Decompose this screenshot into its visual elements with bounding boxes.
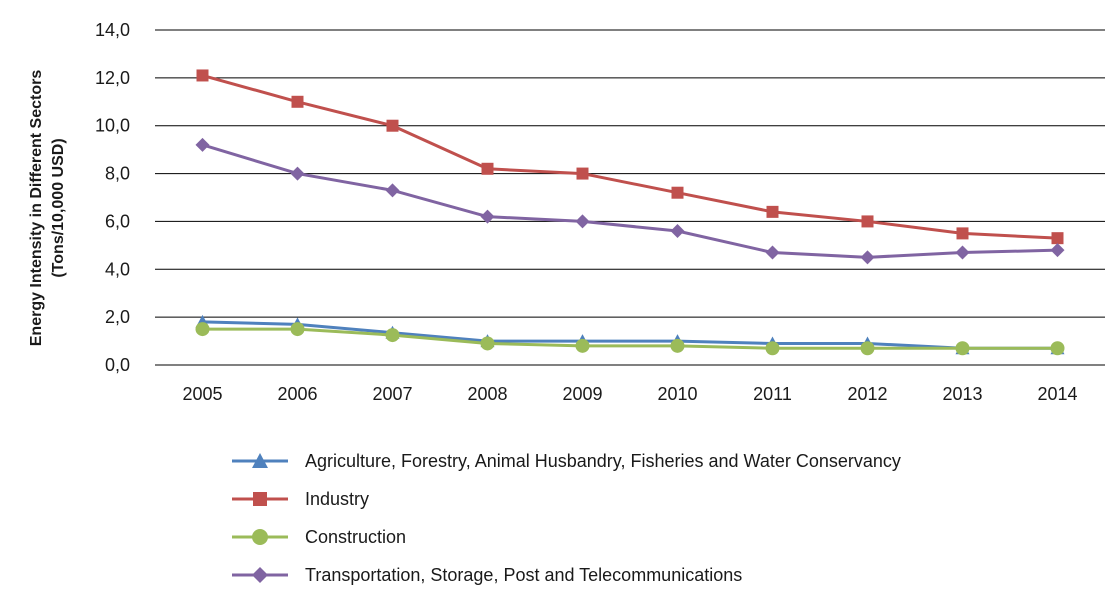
data-point bbox=[860, 250, 875, 265]
y-tick-label: 8,0 bbox=[105, 164, 130, 184]
data-point bbox=[290, 322, 305, 337]
legend-label: Agriculture, Forestry, Animal Husbandry,… bbox=[305, 451, 901, 471]
series-line bbox=[202, 320, 1058, 350]
legend-item: Agriculture, Forestry, Animal Husbandry,… bbox=[232, 451, 901, 471]
y-axis-title-line1: Energy Intensity in Different Sectors bbox=[28, 70, 45, 347]
x-tick-label: 2007 bbox=[372, 384, 412, 404]
data-point bbox=[195, 322, 210, 337]
x-tick-label: 2005 bbox=[182, 384, 222, 404]
data-point bbox=[385, 183, 400, 198]
legend-item: Industry bbox=[232, 489, 369, 509]
series-circle bbox=[195, 322, 1065, 356]
legend-label: Construction bbox=[305, 527, 406, 547]
legend-marker bbox=[253, 492, 267, 506]
data-point bbox=[576, 167, 589, 180]
series-diamond bbox=[195, 137, 1065, 265]
data-point bbox=[196, 69, 209, 82]
y-tick-label: 6,0 bbox=[105, 211, 130, 231]
data-point bbox=[765, 245, 780, 260]
legend-item: Construction bbox=[232, 527, 406, 547]
y-axis-title-line2: (Tons/10,000 USD) bbox=[50, 138, 67, 277]
data-point bbox=[195, 137, 210, 152]
data-point bbox=[1050, 243, 1065, 258]
data-point bbox=[480, 209, 495, 224]
series-line bbox=[202, 327, 1058, 350]
y-tick-label: 2,0 bbox=[105, 307, 130, 327]
legend-label: Industry bbox=[305, 489, 369, 509]
series-square bbox=[196, 69, 1064, 245]
y-tick-label: 0,0 bbox=[105, 355, 130, 375]
data-point bbox=[670, 338, 685, 353]
x-tick-label: 2012 bbox=[847, 384, 887, 404]
x-tick-label: 2014 bbox=[1037, 384, 1077, 404]
data-point bbox=[955, 245, 970, 260]
data-point bbox=[1050, 341, 1065, 356]
data-point bbox=[386, 119, 399, 132]
x-tick-label: 2011 bbox=[753, 384, 792, 404]
data-point bbox=[671, 186, 684, 199]
data-point bbox=[291, 95, 304, 108]
data-point bbox=[766, 205, 779, 218]
series-line bbox=[202, 74, 1058, 240]
legend-marker bbox=[252, 567, 268, 583]
y-axis-ticks: 0,0 2,0 4,0 6,0 8,0 10,0 12,0 14,0 bbox=[95, 20, 130, 375]
legend-label: Transportation, Storage, Post and Teleco… bbox=[305, 565, 742, 585]
x-tick-label: 2009 bbox=[562, 384, 602, 404]
legend-marker bbox=[252, 529, 268, 545]
data-point bbox=[956, 227, 969, 240]
legend-item: Transportation, Storage, Post and Teleco… bbox=[232, 565, 742, 585]
y-tick-label: 12,0 bbox=[95, 68, 130, 88]
data-point bbox=[385, 328, 400, 343]
x-axis-ticks: 2005 2006 2007 2008 2009 2010 2011 2012 2013 2014 bbox=[182, 384, 1077, 404]
data-point bbox=[765, 341, 780, 356]
data-point bbox=[1051, 232, 1064, 245]
y-tick-label: 14,0 bbox=[95, 20, 130, 40]
grid-lines bbox=[155, 29, 1105, 366]
data-point bbox=[575, 214, 590, 229]
data-point bbox=[955, 341, 970, 356]
x-tick-label: 2006 bbox=[277, 384, 317, 404]
series-group bbox=[195, 69, 1065, 356]
data-point bbox=[861, 215, 874, 228]
series-line bbox=[202, 143, 1058, 259]
x-tick-label: 2013 bbox=[942, 384, 982, 404]
data-point bbox=[480, 336, 495, 351]
x-tick-label: 2008 bbox=[467, 384, 507, 404]
data-point bbox=[670, 224, 685, 238]
data-point bbox=[575, 338, 590, 353]
legend-marker bbox=[252, 453, 268, 468]
data-point bbox=[290, 166, 305, 181]
y-tick-label: 10,0 bbox=[95, 116, 130, 136]
data-point bbox=[860, 341, 875, 356]
data-point bbox=[481, 162, 494, 175]
x-tick-label: 2010 bbox=[657, 384, 697, 404]
y-tick-label: 4,0 bbox=[105, 259, 130, 279]
legend: Agriculture, Forestry, Animal Husbandry,… bbox=[232, 451, 901, 585]
